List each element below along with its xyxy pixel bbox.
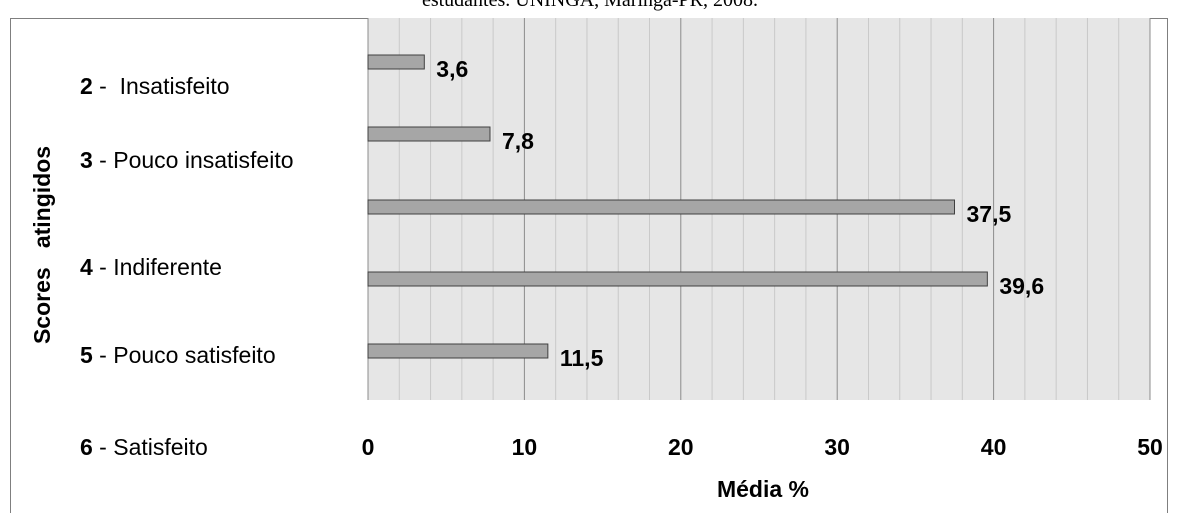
category-number: 3	[80, 147, 93, 173]
category-label: 6 - Satisfeito	[80, 434, 208, 460]
x-tick-label: 0	[362, 434, 375, 460]
x-tick-label: 30	[824, 434, 850, 460]
data-labels: 3,6 7,8 37,5 39,6 11,5	[436, 56, 1044, 371]
y-axis-title: Scores atingidos	[29, 146, 55, 344]
category-label: 5 - Pouco satisfeito	[80, 342, 276, 368]
x-tick-label: 20	[668, 434, 694, 460]
x-tick-labels: 0 10 20 30 40 50	[362, 434, 1163, 460]
category-label: 3 - Pouco insatisfeito	[80, 147, 294, 173]
bar	[367, 271, 988, 287]
bar	[367, 199, 955, 215]
category-number: 5	[80, 342, 93, 368]
x-axis-title: Média %	[717, 476, 809, 502]
bar	[367, 343, 549, 359]
data-label: 39,6	[999, 273, 1044, 299]
category-text: - Pouco insatisfeito	[93, 147, 294, 173]
category-text: - Indiferente	[93, 254, 222, 280]
category-label: 2 - Insatisfeito	[80, 73, 230, 99]
category-text: - Insatisfeito	[93, 73, 230, 99]
category-labels: 2 - Insatisfeito 3 - Pouco insatisfeito 4 …	[80, 73, 294, 460]
category-number: 4	[80, 254, 93, 280]
data-label: 37,5	[967, 201, 1012, 227]
category-text: - Satisfeito	[93, 434, 208, 460]
category-number: 6	[80, 434, 93, 460]
x-tick-label: 50	[1137, 434, 1163, 460]
category-label: 4 - Indiferente	[80, 254, 222, 280]
data-label: 11,5	[560, 345, 604, 371]
category-number: 2	[80, 73, 93, 99]
bars	[367, 54, 988, 359]
bar	[367, 54, 425, 70]
category-text: - Pouco satisfeito	[93, 342, 276, 368]
x-tick-label: 40	[981, 434, 1007, 460]
x-tick-label: 10	[512, 434, 538, 460]
figure-caption: estudantes. UNINGÁ, Maringá-PR, 2008.	[421, 0, 759, 11]
bar	[367, 126, 491, 142]
data-label: 3,6	[436, 56, 468, 82]
data-label: 7,8	[502, 128, 534, 154]
